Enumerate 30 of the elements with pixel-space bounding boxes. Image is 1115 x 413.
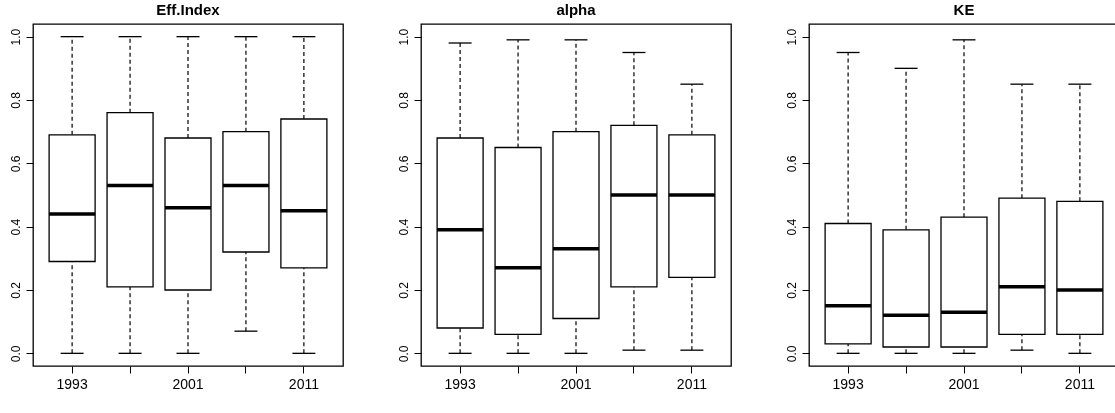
x-tick-label: 2001 — [172, 375, 204, 392]
y-tick-label: 0.4 — [396, 218, 411, 236]
y-tick-label: 0.6 — [784, 155, 799, 173]
y-tick-label: 1.0 — [784, 28, 799, 46]
y-tick-label: 0.0 — [784, 345, 799, 363]
x-tick-label: 2011 — [288, 375, 320, 392]
x-tick-label: 1993 — [444, 375, 476, 392]
x-tick-label: 2001 — [948, 375, 980, 392]
y-tick-label: 0.0 — [8, 345, 23, 363]
x-tick-label: 1993 — [56, 375, 88, 392]
y-tick-label: 1.0 — [8, 28, 23, 46]
chart-title: alpha — [556, 1, 597, 18]
x-tick-label: 2011 — [1064, 375, 1096, 392]
chart-title: KE — [953, 1, 975, 18]
y-tick-label: 1.0 — [396, 28, 411, 46]
y-tick-label: 0.4 — [784, 218, 799, 236]
chart-title: Eff.Index — [156, 1, 221, 18]
y-tick-label: 0.8 — [784, 91, 799, 109]
y-tick-label: 0.0 — [396, 345, 411, 363]
x-tick-label: 2001 — [560, 375, 592, 392]
y-tick-label: 0.2 — [784, 281, 799, 299]
y-tick-label: 0.4 — [8, 218, 23, 236]
y-tick-label: 0.6 — [396, 155, 411, 173]
x-tick-label: 1993 — [832, 375, 864, 392]
y-tick-label: 0.8 — [396, 91, 411, 109]
y-tick-label: 0.2 — [8, 281, 23, 299]
x-tick-label: 2011 — [676, 375, 708, 392]
y-tick-label: 0.6 — [8, 155, 23, 173]
y-tick-label: 0.2 — [396, 281, 411, 299]
y-tick-label: 0.8 — [8, 91, 23, 109]
